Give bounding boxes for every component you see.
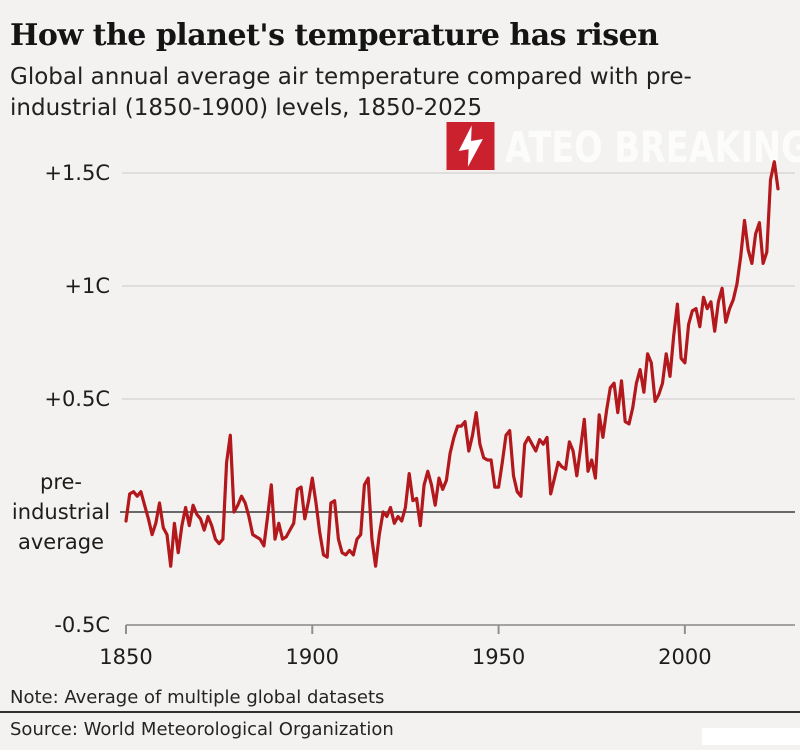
temperature-anomaly-line — [124, 160, 780, 568]
lightning-bolt-icon — [446, 122, 495, 170]
chart-note: Note: Average of multiple global dataset… — [10, 687, 385, 708]
footer-divider — [0, 711, 800, 713]
y-axis-label-line: pre- — [40, 470, 82, 494]
bottom-right-patch — [702, 728, 800, 745]
page-title: How the planet's temperature has risen — [10, 18, 659, 53]
y-axis-label: +1C — [64, 274, 110, 298]
breaking-news-badge — [444, 122, 497, 170]
watermark-label: ATEO BREAKING — [505, 123, 800, 173]
y-axis-label-line: average — [18, 530, 104, 554]
y-axis-label-preindustrial: pre-industrial average — [4, 467, 118, 557]
x-axis-label: 1900 — [285, 645, 339, 669]
x-axis-label: 1950 — [471, 645, 526, 669]
x-axis-label: 2000 — [658, 645, 712, 669]
chart-subtitle-line1: Global annual average air temperature co… — [10, 64, 692, 90]
y-axis-label-line: industrial — [11, 500, 111, 524]
chart-source: Source: World Meteorological Organizatio… — [10, 719, 394, 740]
y-axis-label: -0.5C — [54, 613, 110, 637]
chart-subtitle-line2: industrial (1850-1900) levels, 1850-2025 — [10, 95, 483, 121]
y-axis-label: +1.5C — [44, 161, 110, 185]
chart-subtitle: Global annual average air temperature co… — [10, 62, 692, 124]
y-axis-label: +0.5C — [44, 387, 110, 411]
x-axis-label: 1850 — [99, 645, 153, 669]
